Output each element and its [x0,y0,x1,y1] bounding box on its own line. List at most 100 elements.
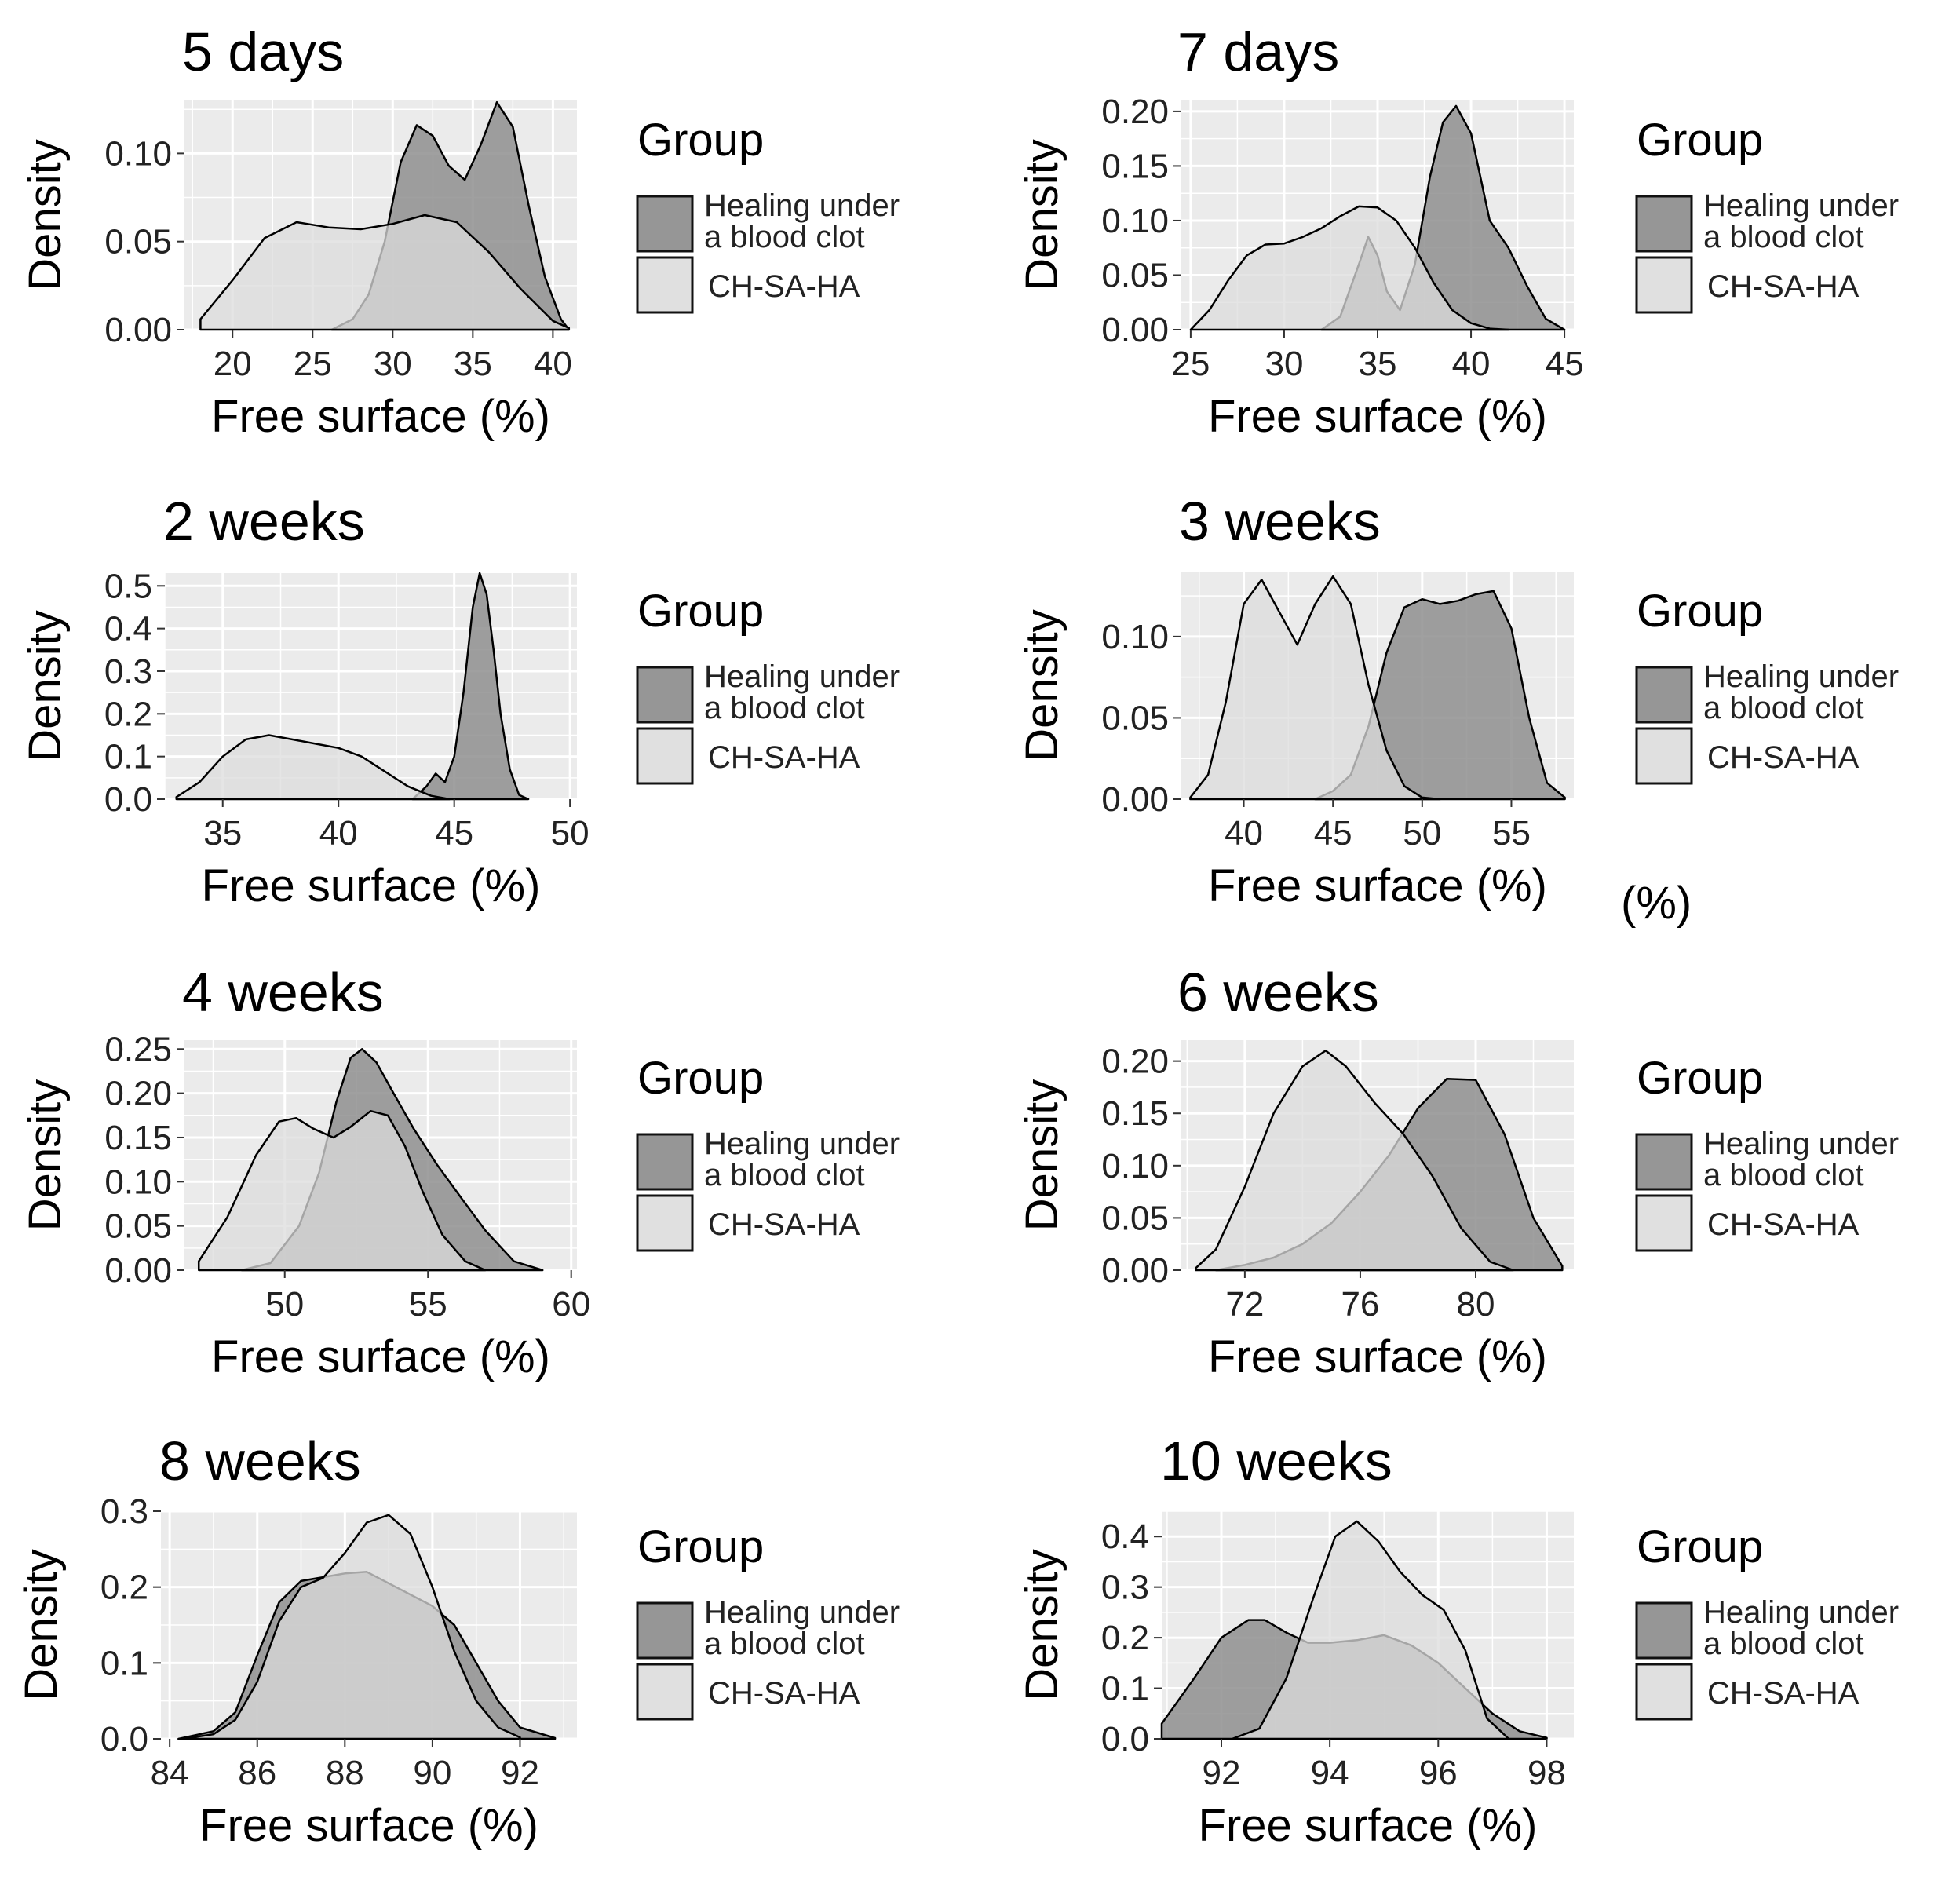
legend-swatch-ch-sa-ha [636,1663,694,1721]
legend-swatch-ch-sa-ha [636,727,694,785]
x-tick-label: 76 [1341,1285,1379,1324]
y-tick-label: 0.00 [104,311,172,349]
legend-swatch-ch-sa-ha [1635,727,1693,785]
x-tick-label: 45 [1314,814,1352,853]
y-tick-label: 0.00 [104,1251,172,1290]
legend-title: Group [637,586,764,637]
x-tick-label: 98 [1527,1754,1566,1792]
y-tick-label: 0.25 [104,1030,172,1068]
y-tick-label: 0.3 [100,1492,148,1531]
density-panel-3: 2 weeks 35 40 45 50 0.0 0.1 0.2 0.3 0.4 0.5 Free su… [20,491,900,911]
density-panel-7: 8 weeks 84 86 88 90 92 0.0 0.1 0.2 0.3 Free surfac… [16,1430,900,1851]
legend-label-blood-clot-line1: Healing under [1703,188,1899,223]
legend-label-blood-clot-line2: a blood clot [1703,1627,1864,1661]
panel-title: 3 weeks [1179,491,1381,552]
x-tick-label: 92 [501,1754,539,1792]
panel-title: 10 weeks [1160,1430,1392,1492]
x-axis-label: Free surface (%) [1208,1331,1547,1382]
legend-label-ch-sa-ha: CH-SA-HA [1707,1207,1860,1242]
legend-label-blood-clot-line2: a blood clot [1703,691,1864,725]
legend-label-blood-clot-line2: a blood clot [704,691,865,725]
legend-label-ch-sa-ha: CH-SA-HA [708,1676,860,1711]
legend-swatch-ch-sa-ha [1635,1194,1693,1252]
y-tick-label: 0.2 [104,695,152,733]
x-tick-label: 94 [1311,1754,1349,1792]
density-area-ch-sa-ha [197,1109,487,1272]
x-axis-label: Free surface (%) [1208,391,1547,442]
y-tick-label: 0.00 [1101,1251,1169,1290]
x-tick-label: 86 [238,1754,276,1792]
density-area-ch-sa-ha [1195,1050,1515,1272]
x-tick-label: 25 [1171,345,1210,383]
density-area-ch-sa-ha [1189,575,1441,801]
density-area-ch-sa-ha [199,214,571,331]
x-tick-label: 84 [151,1754,189,1792]
y-tick-label: 0.2 [1101,1619,1149,1657]
x-tick-label: 55 [1492,814,1531,853]
density-panel-5: 4 weeks 50 55 60 0.00 0.05 0.10 0.15 0.20 0.25 Fre… [20,962,900,1382]
y-tick-label: 0.10 [104,1163,172,1201]
y-tick-label: 0.05 [104,223,172,261]
y-axis-label: Density [1016,1549,1068,1700]
density-panel-4: 3 weeks 40 45 50 55 0.00 0.05 0.10 Free surface … [1016,491,1899,911]
y-axis-label: Density [20,1079,71,1231]
legend-label-blood-clot-line1: Healing under [1703,1595,1899,1630]
density-area-ch-sa-ha [1231,1520,1510,1740]
legend-title: Group [637,1053,764,1104]
x-axis-label: Free surface (%) [202,860,541,911]
y-tick-label: 0.4 [1101,1517,1149,1556]
legend-label-blood-clot-line2: a blood clot [704,1158,865,1192]
x-tick-label: 45 [435,814,473,853]
legend-label-blood-clot-line1: Healing under [704,1595,900,1630]
x-tick-label: 20 [214,345,252,383]
y-tick-label: 0.20 [1101,1043,1169,1081]
panel-title: 5 days [182,21,344,82]
y-tick-label: 0.0 [104,780,152,819]
x-tick-label: 35 [1359,345,1397,383]
density-area-blood-clot [411,572,530,801]
y-tick-label: 0.5 [104,567,152,605]
legend-label-ch-sa-ha: CH-SA-HA [1707,740,1860,775]
legend-label-blood-clot-line1: Healing under [704,188,900,223]
density-panel-2: 7 days 25 30 35 40 45 0.00 0.05 0.10 0.15 0.20 Free… [1016,21,1899,442]
legend-label-blood-clot-line2: a blood clot [1703,1158,1864,1192]
y-tick-label: 0.1 [104,738,152,776]
legend-title: Group [637,1521,764,1572]
legend-label-blood-clot-line1: Healing under [704,659,900,694]
x-tick-label: 40 [534,345,572,383]
y-tick-label: 0.1 [1101,1670,1149,1708]
density-panel-6: 6 weeks 72 76 80 0.00 0.05 0.10 0.15 0.20 Free su… [1016,962,1899,1382]
legend-swatch-blood-clot [636,1601,694,1660]
legend-swatch-ch-sa-ha [636,256,694,314]
x-axis-label: Free surface (%) [211,391,550,442]
y-axis-label: Density [1016,139,1068,290]
x-tick-label: 35 [203,814,242,853]
legend-title: Group [1637,115,1763,166]
x-tick-label: 88 [326,1754,364,1792]
legend-title: Group [1637,1053,1763,1104]
y-tick-label: 0.05 [1101,1199,1169,1237]
legend-label-ch-sa-ha: CH-SA-HA [708,740,860,775]
x-axis-label: Free surface (%) [199,1800,538,1851]
legend-label-ch-sa-ha: CH-SA-HA [708,269,860,304]
legend-swatch-ch-sa-ha [1635,1663,1693,1721]
x-tick-label: 72 [1225,1285,1264,1324]
y-tick-label: 0.20 [1101,93,1169,131]
y-tick-label: 0.2 [100,1568,148,1607]
legend-label-blood-clot-line2: a blood clot [704,1627,865,1661]
legend-label-ch-sa-ha: CH-SA-HA [1707,269,1860,304]
legend-title: Group [637,115,764,166]
x-tick-label: 40 [319,814,358,853]
y-axis-label: Density [20,610,71,761]
legend-title: Group [1637,1521,1763,1572]
x-tick-label: 45 [1546,345,1584,383]
density-panel-8: 10 weeks 92 94 96 98 0.0 0.1 0.2 0.3 0.4 Free surf… [1016,1430,1899,1851]
x-tick-label: 50 [265,1285,304,1324]
y-axis-label: Density [16,1549,67,1700]
panel-title: 6 weeks [1177,962,1379,1023]
density-area-ch-sa-ha [175,734,451,801]
